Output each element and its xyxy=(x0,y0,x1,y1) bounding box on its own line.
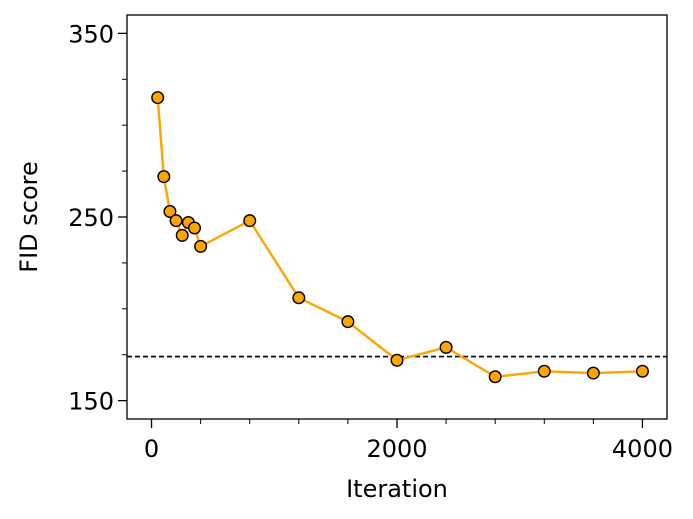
data-point xyxy=(292,291,306,305)
y-tick-label: 350 xyxy=(68,20,114,48)
data-point xyxy=(243,214,257,228)
data-point xyxy=(163,204,177,218)
data-point xyxy=(586,366,600,380)
data-point xyxy=(439,340,453,354)
data-point xyxy=(151,91,165,105)
data-point xyxy=(194,239,208,253)
plot-area: 0 2000 4000 150 250 350 xyxy=(68,14,673,463)
data-point xyxy=(187,221,201,235)
y-axis-label: FID score xyxy=(15,161,43,272)
data-point xyxy=(488,370,502,384)
x-tick-label: 0 xyxy=(144,435,159,463)
y-tick-label: 250 xyxy=(68,204,114,232)
data-point xyxy=(635,364,649,378)
data-point xyxy=(390,353,404,367)
data-point xyxy=(169,214,183,228)
x-axis-label: Iteration xyxy=(346,475,448,503)
data-point xyxy=(341,315,355,329)
data-point xyxy=(175,228,189,242)
series-line xyxy=(156,97,643,379)
data-point xyxy=(537,364,551,378)
x-tick-label: 2000 xyxy=(366,435,427,463)
y-tick-label: 150 xyxy=(68,388,114,416)
data-point xyxy=(157,170,171,184)
x-tick-label: 4000 xyxy=(612,435,673,463)
